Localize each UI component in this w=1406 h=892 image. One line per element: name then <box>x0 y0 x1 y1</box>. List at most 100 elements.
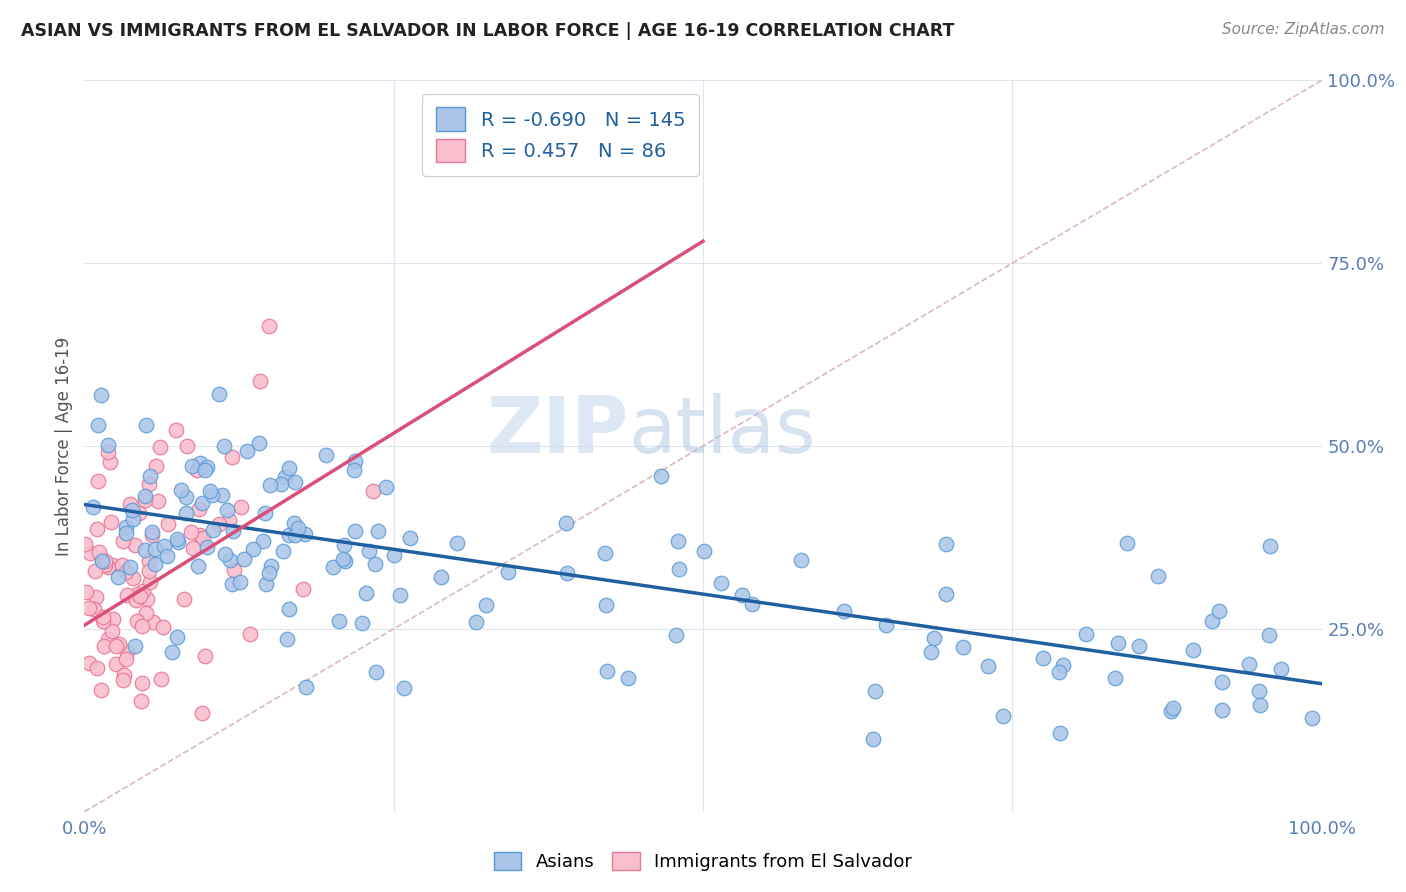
Point <box>208 516 231 531</box>
Point <box>247 436 270 450</box>
Point <box>165 424 187 438</box>
Point <box>121 512 143 526</box>
Point <box>111 558 134 572</box>
Point <box>693 543 716 558</box>
Point <box>135 607 157 621</box>
Point <box>1115 535 1137 549</box>
Point <box>935 537 957 551</box>
Point <box>315 448 337 462</box>
Point <box>124 640 146 654</box>
Point <box>1052 658 1074 673</box>
Point <box>187 559 209 574</box>
Point <box>710 576 733 591</box>
Point <box>145 459 167 474</box>
Point <box>920 645 942 659</box>
Point <box>134 493 156 508</box>
Point <box>595 598 617 612</box>
Point <box>118 497 141 511</box>
Point <box>322 559 344 574</box>
Text: ZIP: ZIP <box>486 393 628 469</box>
Point <box>181 459 204 474</box>
Point <box>222 524 245 538</box>
Point <box>1211 703 1233 717</box>
Point <box>287 521 309 535</box>
Point <box>143 542 166 557</box>
Point <box>97 437 120 451</box>
Point <box>295 680 318 694</box>
Point <box>115 520 138 534</box>
Point <box>122 571 145 585</box>
Point <box>124 538 146 552</box>
Point <box>235 444 257 458</box>
Point <box>131 676 153 690</box>
Point <box>219 552 242 566</box>
Point <box>84 564 107 578</box>
Point <box>430 570 453 584</box>
Point <box>105 639 128 653</box>
Point <box>354 586 377 600</box>
Point <box>93 614 115 628</box>
Point <box>97 445 120 459</box>
Point <box>399 531 422 545</box>
Point <box>132 584 155 599</box>
Point <box>138 565 160 579</box>
Point <box>214 547 236 561</box>
Point <box>231 500 253 515</box>
Point <box>1108 636 1130 650</box>
Point <box>464 615 486 629</box>
Point <box>138 554 160 568</box>
Point <box>283 516 305 530</box>
Point <box>350 616 373 631</box>
Point <box>991 709 1014 723</box>
Point <box>595 546 617 560</box>
Point <box>665 628 688 642</box>
Point <box>382 548 405 562</box>
Point <box>115 652 138 666</box>
Point <box>333 554 356 568</box>
Point <box>242 541 264 556</box>
Point <box>125 593 148 607</box>
Point <box>284 475 307 489</box>
Point <box>1181 642 1204 657</box>
Point <box>1047 665 1070 680</box>
Point <box>194 463 217 477</box>
Point <box>93 554 115 568</box>
Point <box>1258 628 1281 642</box>
Point <box>1211 675 1233 690</box>
Point <box>212 438 235 452</box>
Point <box>86 522 108 536</box>
Point <box>952 640 974 655</box>
Point <box>222 563 245 577</box>
Point <box>120 560 142 574</box>
Point <box>131 694 153 708</box>
Point <box>935 586 957 600</box>
Point <box>181 541 204 556</box>
Point <box>1147 569 1170 583</box>
Point <box>114 526 136 541</box>
Point <box>90 683 112 698</box>
Point <box>94 558 117 572</box>
Point <box>211 488 233 502</box>
Point <box>153 539 176 553</box>
Point <box>148 494 170 508</box>
Point <box>875 617 897 632</box>
Point <box>156 549 179 564</box>
Point <box>188 502 211 516</box>
Point <box>257 566 280 580</box>
Point <box>138 477 160 491</box>
Point <box>91 554 114 568</box>
Point <box>1049 726 1071 740</box>
Point <box>136 592 159 607</box>
Point <box>276 632 298 646</box>
Point <box>294 527 316 541</box>
Point <box>270 477 292 491</box>
Point <box>101 558 124 573</box>
Point <box>221 450 243 464</box>
Point <box>1301 711 1323 725</box>
Point <box>197 459 219 474</box>
Point <box>173 592 195 607</box>
Point <box>195 540 218 554</box>
Point <box>166 535 188 549</box>
Point <box>259 558 281 573</box>
Point <box>1258 539 1281 553</box>
